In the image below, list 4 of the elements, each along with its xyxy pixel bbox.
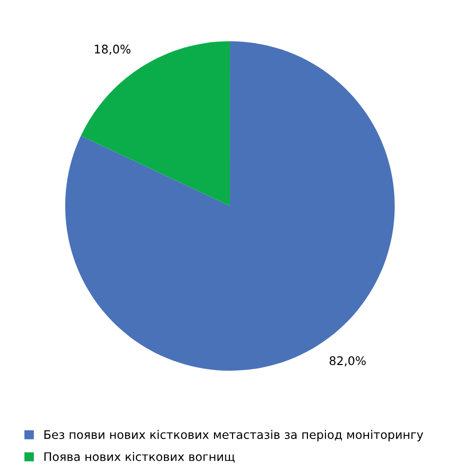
legend-label: Поява нових кісткових вогнищ — [44, 452, 235, 463]
data-label: 82,0% — [330, 356, 366, 366]
data-label: 18,0% — [94, 44, 130, 55]
legend-label: Без появи нових кісткових метастазів за період моніторингу — [44, 430, 424, 442]
